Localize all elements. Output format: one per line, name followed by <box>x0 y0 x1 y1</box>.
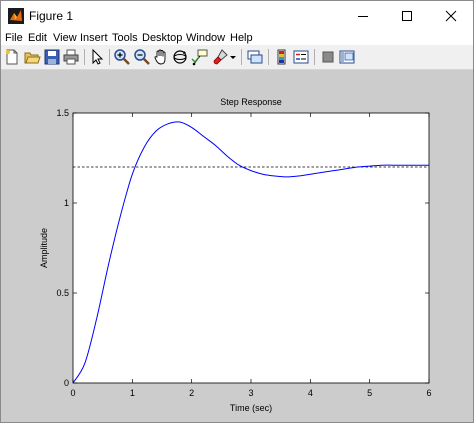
toolbar-separator <box>268 49 269 65</box>
pan-hand-icon[interactable] <box>152 48 170 66</box>
window-title: Figure 1 <box>29 9 74 23</box>
menu-help[interactable]: Help <box>230 32 253 44</box>
maximize-icon <box>402 11 412 21</box>
figure-toolbar <box>1 45 473 70</box>
step-response-plot[interactable]: 0 1 2 3 4 5 6 0 0.5 1 1.5 Step Response Time (sec) Am… <box>1 70 473 422</box>
print-icon[interactable] <box>62 48 80 66</box>
menu-window[interactable]: Window <box>186 32 226 44</box>
new-figure-icon[interactable] <box>3 48 21 66</box>
x-tick-label: 4 <box>308 388 313 398</box>
toolbar-separator <box>84 49 85 65</box>
hide-plot-tools-icon[interactable] <box>319 48 337 66</box>
show-plot-tools-icon[interactable] <box>338 48 356 66</box>
y-tick-label: 0.5 <box>56 288 69 298</box>
x-tick-label: 0 <box>70 388 75 398</box>
menu-desktop[interactable]: Desktop <box>142 32 183 44</box>
data-cursor-icon[interactable] <box>191 48 209 66</box>
y-tick-label: 0 <box>64 378 69 388</box>
chevron-down-icon[interactable] <box>229 48 237 66</box>
x-tick-label: 3 <box>248 388 253 398</box>
y-tick-label: 1 <box>64 198 69 208</box>
toolbar-separator <box>109 49 110 65</box>
menu-bar: File Edit View Insert Tools Desktop Wind… <box>1 31 473 45</box>
minimize-icon <box>358 16 368 17</box>
menu-insert[interactable]: Insert <box>80 32 108 44</box>
zoom-in-icon[interactable] <box>113 48 131 66</box>
insert-colorbar-icon[interactable] <box>273 48 291 66</box>
menu-tools[interactable]: Tools <box>112 32 138 44</box>
close-icon <box>445 10 457 22</box>
x-axis-label: Time (sec) <box>230 403 272 413</box>
rotate-3d-icon[interactable] <box>171 48 189 66</box>
y-axis-label: Amplitude <box>39 228 49 268</box>
menu-view[interactable]: View <box>53 32 77 44</box>
brush-icon[interactable] <box>211 48 229 66</box>
minimize-button[interactable] <box>341 1 385 31</box>
insert-legend-icon[interactable] <box>292 48 310 66</box>
open-file-icon[interactable] <box>23 48 41 66</box>
link-plot-icon[interactable] <box>246 48 264 66</box>
step-response-line[interactable] <box>72 121 429 384</box>
toolbar-separator <box>314 49 315 65</box>
title-bar[interactable]: Figure 1 <box>1 1 473 31</box>
x-tick-label: 1 <box>130 388 135 398</box>
save-icon[interactable] <box>43 48 61 66</box>
maximize-button[interactable] <box>385 1 429 31</box>
x-tick-label: 6 <box>426 388 431 398</box>
x-tick-label: 2 <box>189 388 194 398</box>
y-tick-label: 1.5 <box>56 108 69 118</box>
menu-file[interactable]: File <box>5 32 23 44</box>
matlab-icon <box>8 8 24 24</box>
menu-edit[interactable]: Edit <box>28 32 47 44</box>
toolbar-separator <box>241 49 242 65</box>
zoom-out-icon[interactable] <box>133 48 151 66</box>
select-arrow-icon[interactable] <box>88 48 106 66</box>
x-tick-label: 5 <box>367 388 372 398</box>
figure-canvas: 0 1 2 3 4 5 6 0 0.5 1 1.5 Step Response Time (sec) Am… <box>1 70 473 422</box>
chart-title: Step Response <box>220 97 282 107</box>
plot-area[interactable] <box>72 112 430 384</box>
close-button[interactable] <box>429 1 473 31</box>
